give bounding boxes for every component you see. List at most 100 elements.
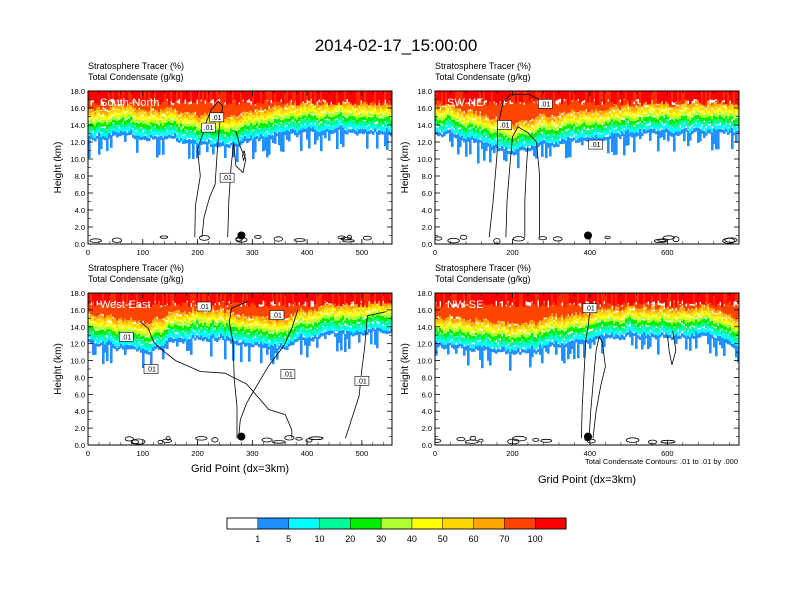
tracer-band [98,107,101,111]
tracer-band [262,130,265,135]
tracer-band [154,325,157,329]
tracer-band [200,322,203,328]
tracer-band [174,321,177,325]
tracer-band [278,319,281,323]
tracer-top [435,91,438,105]
tracer-band [370,108,373,112]
tracer-band [376,116,379,121]
tracer-band [196,137,199,143]
tracer-band [176,133,179,139]
tracer-band [453,129,456,135]
tracer-band [184,320,187,325]
tracer-band [461,112,464,116]
tracer-band [146,302,149,323]
tracer-band [188,326,191,331]
tracer-band [276,105,279,110]
tracer-band [230,323,233,327]
tracer-intrusion [673,136,676,152]
tracer-band [533,127,536,131]
tracer-band [342,329,345,335]
tracer-band [352,108,355,113]
tracer-intrusion [248,345,251,362]
tracer-band [447,130,450,134]
tracer-band [226,116,229,120]
tracer-band [90,313,93,318]
tracer-band [336,307,339,311]
tracer-top [312,91,315,104]
tracer-band [306,120,309,125]
y-tick-label: 18.0 [70,87,85,96]
tracer-band [114,321,117,326]
tracer-top [621,91,624,105]
tracer-band [493,118,496,122]
tracer-band [258,330,261,335]
tracer-band [342,114,345,119]
tracer-band [485,141,488,146]
tracer-band [258,122,261,126]
tracer-band [669,109,672,113]
tracer-band [280,128,283,133]
tracer-band [280,132,283,137]
tracer-band [709,104,712,108]
tracer-band [681,116,684,121]
tracer-band [298,324,301,329]
tracer-band [136,328,139,332]
tracer-band [639,117,642,122]
tracer-band [178,139,181,143]
tracer-band [727,127,730,132]
tracer-band [182,136,185,141]
tracer-band [182,319,185,324]
tracer-band [176,120,179,125]
tracer-band [100,119,103,124]
tracer-band [314,118,317,123]
tracer-band [725,118,728,124]
tracer-band [160,331,163,335]
tracer-band [386,118,389,124]
tracer-band [162,109,165,114]
tracer-band [583,137,586,141]
contour-blob [308,436,324,441]
tracer-band [168,111,171,116]
tracer-band [184,334,187,339]
tracer-intrusion [186,343,189,352]
tracer-band [324,301,327,304]
tracer-band [435,130,438,135]
tracer-band [655,110,658,115]
tracer-band [320,307,323,311]
tracer-band [208,329,211,335]
tracer-band [314,115,317,120]
y-tick-label: 4.0 [422,206,432,215]
tracer-intrusion [240,345,243,363]
tracer-band [240,306,243,316]
tracer-band [719,118,722,123]
tracer-band [216,122,219,126]
tracer-top [158,293,161,302]
tracer-band [583,133,586,138]
tracer-band [218,305,221,310]
tracer-band [188,129,191,135]
tracer-band [473,112,476,116]
tracer-band [146,330,149,334]
tracer-band [248,314,251,318]
tracer-band [174,133,177,139]
tracer-band [292,128,295,134]
tracer-band [158,301,161,320]
tracer-band [499,132,502,137]
tracer-band [517,147,520,153]
tracer-band [176,309,179,314]
tracer-band [210,322,213,328]
tracer-top [294,293,297,303]
tracer-band [134,300,137,321]
tracer-band [96,330,99,336]
tracer-band [521,141,524,146]
tracer-band [198,118,201,123]
tracer-band [328,323,331,328]
tracer-top [709,91,712,100]
tracer-band [675,130,678,136]
tracer-band [455,126,458,131]
tracer-intrusion [731,132,734,149]
tracer-band [629,124,632,129]
tracer-band [378,105,381,109]
tracer-top [390,91,392,105]
tracer-band [254,318,257,322]
